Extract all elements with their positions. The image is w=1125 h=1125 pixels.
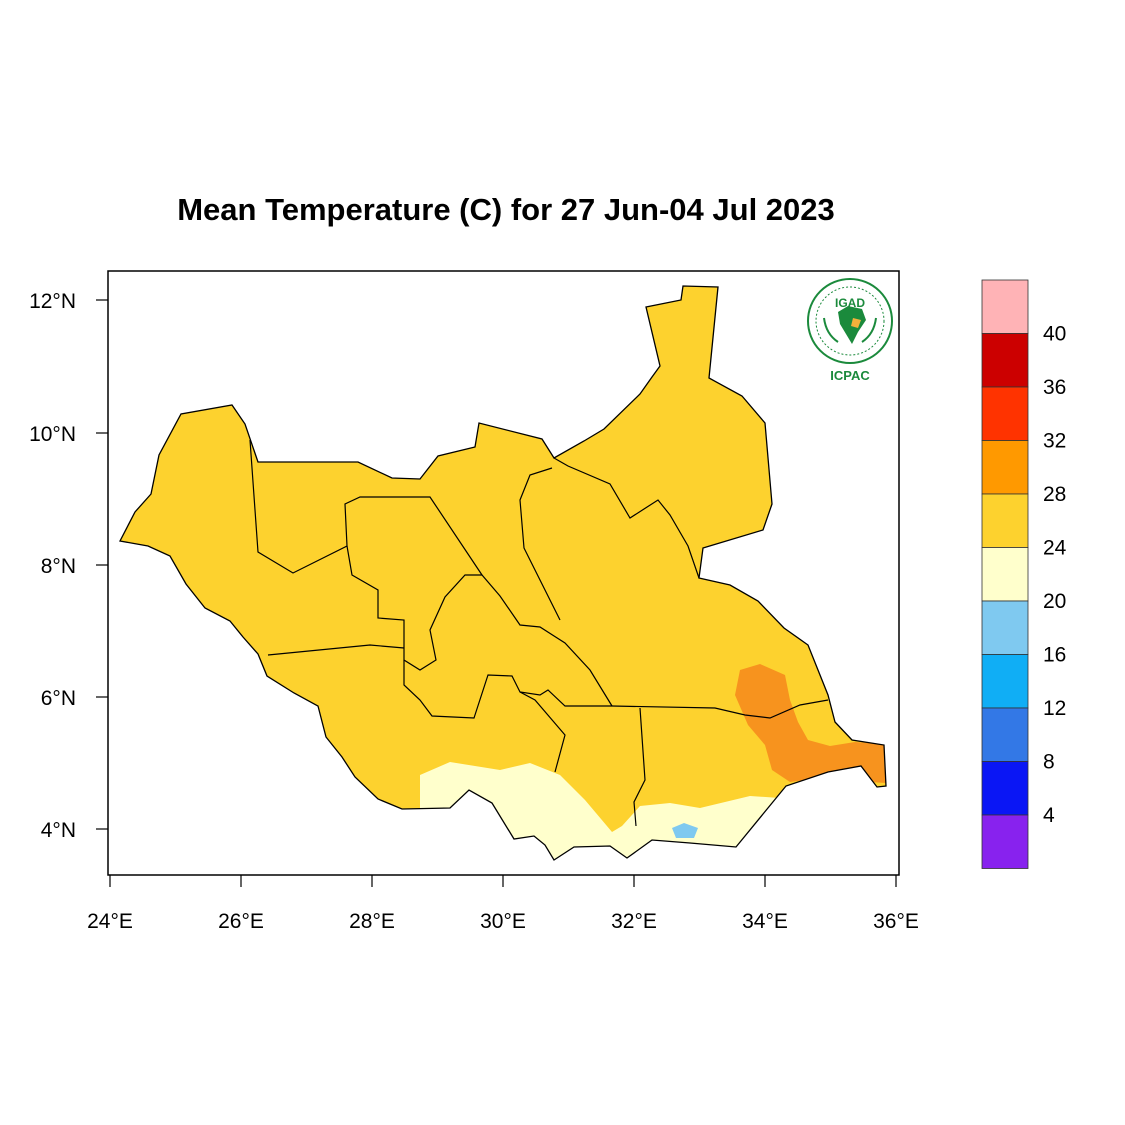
igad-logo: IGAD ICPAC <box>807 278 893 383</box>
y-tick-label: 12°N <box>29 290 76 313</box>
x-axis <box>109 875 897 887</box>
legend-swatch <box>981 440 1029 495</box>
legend-swatch <box>981 654 1029 709</box>
legend-swatch <box>981 493 1029 548</box>
legend-label: 36 <box>1043 376 1066 399</box>
y-tick-label: 8°N <box>41 555 76 578</box>
class-28-32-fill <box>735 664 886 783</box>
legend-label: 40 <box>1043 323 1066 346</box>
legend-swatch <box>981 600 1029 655</box>
country-border <box>119 285 887 861</box>
x-tick-label: 30°E <box>480 910 526 933</box>
x-tick-label: 28°E <box>349 910 395 933</box>
y-axis <box>96 299 108 830</box>
temperature-field <box>120 286 886 860</box>
y-tick-label: 6°N <box>41 687 76 710</box>
logo-sub: ICPAC <box>830 368 870 383</box>
legend-swatch <box>981 386 1029 441</box>
legend-labels: 40 36 32 28 24 20 16 12 8 4 <box>1043 323 1067 828</box>
y-tick-label: 4°N <box>41 819 76 842</box>
legend-swatch <box>981 333 1029 388</box>
state-boundaries <box>249 439 829 827</box>
legend-swatch <box>981 279 1029 334</box>
x-tick-label: 32°E <box>611 910 657 933</box>
x-tick-label: 24°E <box>87 910 133 933</box>
class-16-20-fill <box>672 823 698 838</box>
legend-label: 8 <box>1043 751 1055 774</box>
legend-label: 28 <box>1043 483 1066 506</box>
legend-label: 16 <box>1043 644 1066 667</box>
legend-label: 32 <box>1043 430 1066 453</box>
legend-swatch <box>981 547 1029 602</box>
y-tick-label: 10°N <box>29 423 76 446</box>
color-legend <box>981 279 1029 869</box>
x-tick-label: 36°E <box>873 910 919 933</box>
legend-label: 12 <box>1043 697 1066 720</box>
legend-swatch <box>981 814 1029 869</box>
x-tick-label: 34°E <box>742 910 788 933</box>
map-title: Mean Temperature (C) for 27 Jun-04 Jul 2… <box>177 192 835 227</box>
legend-swatch <box>981 761 1029 816</box>
x-tick-label: 26°E <box>218 910 264 933</box>
legend-swatch <box>981 707 1029 762</box>
legend-label: 4 <box>1043 804 1055 827</box>
legend-label: 24 <box>1043 537 1067 560</box>
logo-name: IGAD <box>835 296 865 310</box>
legend-label: 20 <box>1043 590 1066 613</box>
